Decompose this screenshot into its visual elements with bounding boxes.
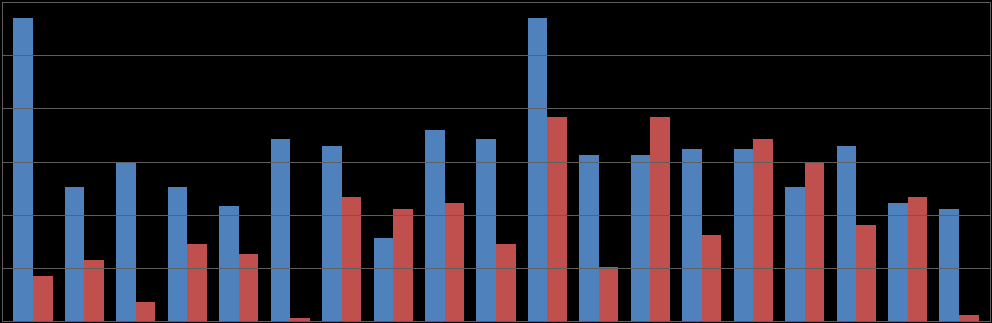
Bar [444, 203, 464, 321]
Bar [599, 267, 618, 321]
Bar [856, 225, 876, 321]
Bar [939, 209, 959, 321]
Bar [322, 146, 341, 321]
Bar [136, 302, 156, 321]
Bar [785, 187, 805, 321]
Bar [168, 187, 187, 321]
Bar [631, 155, 651, 321]
Bar [84, 260, 104, 321]
Bar [548, 117, 567, 321]
Bar [341, 197, 361, 321]
Bar [528, 18, 548, 321]
Bar [651, 117, 670, 321]
Bar [753, 139, 773, 321]
Bar [271, 139, 291, 321]
Bar [393, 209, 413, 321]
Bar [239, 254, 258, 321]
Bar [836, 146, 856, 321]
Bar [888, 203, 908, 321]
Bar [805, 162, 824, 321]
Bar [64, 187, 84, 321]
Bar [219, 206, 239, 321]
Bar [291, 318, 310, 321]
Bar [682, 149, 701, 321]
Bar [374, 238, 393, 321]
Bar [734, 149, 753, 321]
Bar [579, 155, 599, 321]
Bar [425, 130, 444, 321]
Bar [116, 162, 136, 321]
Bar [33, 276, 53, 321]
Bar [496, 245, 516, 321]
Bar [959, 315, 978, 321]
Bar [701, 235, 721, 321]
Bar [476, 139, 496, 321]
Bar [14, 18, 33, 321]
Bar [908, 197, 928, 321]
Bar [187, 245, 207, 321]
